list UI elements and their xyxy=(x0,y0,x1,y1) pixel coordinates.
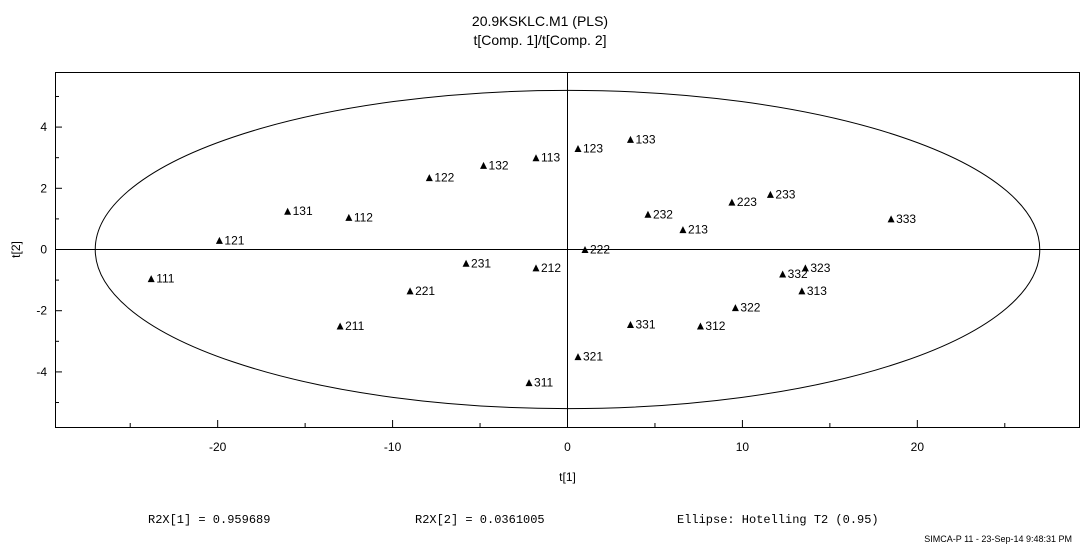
ellipse-stat: Ellipse: Hotelling T2 (0.95) xyxy=(677,513,879,527)
point-marker-222 xyxy=(581,246,589,253)
point-marker-233 xyxy=(766,190,774,198)
x-axis-label: t[1] xyxy=(559,470,576,484)
point-marker-212 xyxy=(532,264,540,272)
point-label-322: 322 xyxy=(740,301,760,315)
point-label-132: 132 xyxy=(489,158,509,172)
point-label-213: 213 xyxy=(688,223,708,237)
point-label-133: 133 xyxy=(635,132,655,146)
point-label-311: 311 xyxy=(534,376,553,390)
point-marker-211 xyxy=(336,322,344,330)
point-label-111: 111 xyxy=(156,272,175,286)
point-label-211: 211 xyxy=(345,319,364,333)
point-marker-333 xyxy=(887,215,895,223)
point-label-131: 131 xyxy=(293,204,313,218)
point-marker-231 xyxy=(462,259,470,267)
point-marker-122 xyxy=(425,174,433,182)
point-marker-312 xyxy=(696,322,704,330)
point-marker-123 xyxy=(574,145,582,153)
point-marker-232 xyxy=(644,210,652,218)
point-marker-132 xyxy=(480,161,488,169)
point-label-122: 122 xyxy=(434,171,454,185)
x-tick-label: 0 xyxy=(564,440,571,454)
point-marker-223 xyxy=(728,198,736,206)
x-tick-label: 10 xyxy=(736,440,750,454)
point-marker-131 xyxy=(284,207,292,215)
point-marker-213 xyxy=(679,226,687,234)
point-label-123: 123 xyxy=(583,142,603,156)
point-marker-221 xyxy=(406,287,414,295)
point-label-231: 231 xyxy=(471,256,491,270)
y-axis-label: t[2] xyxy=(9,241,23,258)
point-label-212: 212 xyxy=(541,261,561,275)
point-label-323: 323 xyxy=(810,261,830,275)
point-marker-121 xyxy=(215,236,223,244)
point-marker-111 xyxy=(147,275,155,283)
point-marker-331 xyxy=(626,320,634,328)
point-marker-322 xyxy=(731,304,739,312)
point-label-223: 223 xyxy=(737,195,757,209)
point-marker-332 xyxy=(779,270,787,278)
point-label-112: 112 xyxy=(354,210,373,224)
x-tick-label: -20 xyxy=(209,440,227,454)
point-label-113: 113 xyxy=(541,151,560,165)
r2x1-stat: R2X[1] = 0.959689 xyxy=(148,513,271,527)
y-tick-label: -4 xyxy=(36,365,47,379)
x-tick-label: -10 xyxy=(384,440,402,454)
y-tick-label: -2 xyxy=(36,304,47,318)
point-label-331: 331 xyxy=(635,317,655,331)
point-marker-321 xyxy=(574,353,582,361)
point-marker-313 xyxy=(798,287,806,295)
point-label-221: 221 xyxy=(415,284,435,298)
chart-subtitle: t[Comp. 1]/t[Comp. 2] xyxy=(473,32,607,48)
point-marker-112 xyxy=(345,213,353,221)
point-label-232: 232 xyxy=(653,207,673,221)
hotelling-ellipse xyxy=(94,89,1041,410)
point-marker-133 xyxy=(626,135,634,143)
chart-title: 20.9KSKLC.M1 (PLS) xyxy=(471,13,609,29)
y-tick-label: 4 xyxy=(40,120,47,134)
point-label-222: 222 xyxy=(590,243,610,257)
x-tick-label: 20 xyxy=(911,440,925,454)
point-label-333: 333 xyxy=(896,212,916,226)
point-marker-113 xyxy=(532,154,540,162)
point-label-233: 233 xyxy=(775,187,795,201)
point-marker-311 xyxy=(525,379,533,387)
point-label-312: 312 xyxy=(705,319,725,333)
r2x2-stat: R2X[2] = 0.0361005 xyxy=(415,513,545,527)
software-footer: SIMCA-P 11 - 23-Sep-14 9:48:31 PM xyxy=(924,534,1072,544)
point-label-313: 313 xyxy=(807,284,827,298)
y-tick-label: 2 xyxy=(40,181,47,195)
y-tick-label: 0 xyxy=(40,243,47,257)
point-label-321: 321 xyxy=(583,350,603,364)
point-marker-323 xyxy=(801,264,809,272)
point-label-121: 121 xyxy=(224,233,244,247)
